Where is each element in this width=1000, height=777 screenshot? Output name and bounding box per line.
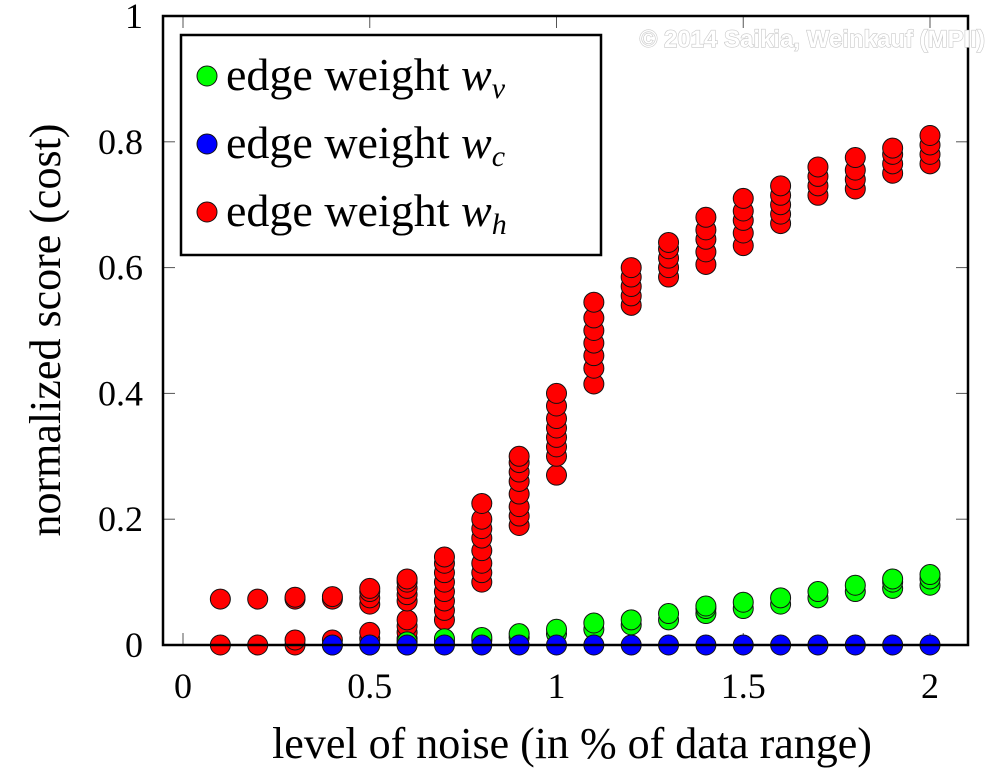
data-point [695,206,717,228]
data-point [284,586,306,608]
data-point [583,612,605,634]
data-point [396,609,418,631]
data-point [546,382,567,404]
data-point [882,568,904,590]
legend-marker [196,133,218,155]
plot-frame [161,14,970,647]
data-point [695,595,717,617]
data-point [247,588,269,610]
x-tick-label: 0 [174,666,192,706]
legend-marker [196,65,218,87]
data-point [844,147,866,169]
data-point [658,603,680,625]
legend-entry: edge weight wh [226,185,507,241]
data-point [770,587,792,609]
y-tick-label: 0.8 [98,122,143,162]
y-tick-label: 0.2 [98,499,143,539]
data-point [433,546,455,568]
data-point [546,464,567,486]
data-point [359,577,381,599]
tick-labels: 0 0.5 1 1.5 2 0 0.2 0.4 0.6 0.8 1 [98,0,939,706]
data-point [321,586,343,608]
data-point [620,609,642,631]
x-axis-title: level of noise (in % of data range) [272,719,872,768]
data-point [919,125,941,147]
x-tick-label: 2 [921,666,939,706]
data-point [732,187,754,209]
data-point [508,445,530,467]
legend-entry: edge weight wc [226,117,505,173]
x-tick-label: 0.5 [347,666,392,706]
legend: edge weight wv edge weight wc edge weight … [179,33,603,257]
data-point [807,581,829,603]
data-point [882,137,904,159]
data-point [732,591,754,613]
legend-marker [196,201,218,223]
y-axis-title: normalized score (cost) [21,124,70,537]
series-edge-weight-w-h [209,125,941,656]
copyright-watermark: © 2014 Saikia, Weinkauf (MPII) [640,26,985,53]
data-point [919,564,941,586]
data-point [209,588,231,610]
data-point [658,231,680,253]
x-tick-label: 1.5 [721,666,766,706]
data-point [583,291,605,313]
x-tick-label: 1 [548,666,566,706]
data-point [284,629,306,651]
data-point [844,574,866,596]
data-point [620,257,642,279]
y-tick-label: 0 [125,625,143,665]
data-point [770,175,792,197]
data-point [807,156,829,178]
legend-box [179,33,603,257]
legend-entry: edge weight wv [226,49,506,105]
data-point [396,568,418,590]
y-tick-label: 0.4 [98,373,143,413]
y-tick-label: 0.6 [98,248,143,288]
y-tick-label: 1 [125,0,143,36]
data-point [471,492,493,514]
